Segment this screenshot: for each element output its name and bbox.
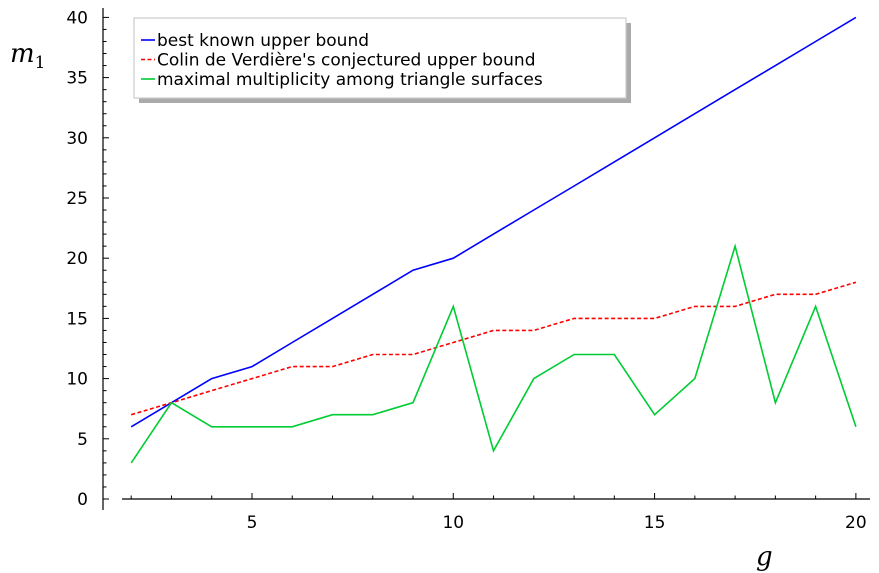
x-tick-label: 20 <box>845 513 867 533</box>
y-axis-label: m1 <box>10 39 45 73</box>
y-tick-label: 25 <box>66 189 88 209</box>
x-tick-label: 10 <box>442 513 464 533</box>
series-line-2 <box>130 281 857 416</box>
y-tick-label: 15 <box>66 309 88 329</box>
y-tick-label: 5 <box>77 430 88 450</box>
y-tick-label: 35 <box>66 69 88 89</box>
y-tick-label: 20 <box>66 249 88 269</box>
y-tick-label: 10 <box>66 370 88 390</box>
y-axis-label-main: m <box>10 39 35 69</box>
series-line-1 <box>130 16 857 428</box>
y-axis-label-sub: 1 <box>35 53 46 73</box>
legend-box <box>133 17 627 99</box>
series-layer <box>130 16 857 464</box>
x-tick-label: 15 <box>644 513 666 533</box>
series-line-3 <box>130 243 857 464</box>
y-tick-label: 40 <box>66 8 88 28</box>
y-tick-label: 30 <box>66 129 88 149</box>
x-tick-label: 5 <box>247 513 258 533</box>
axes: 0 5 10 15 20 25 30 35 40 5 10 15 20 <box>66 8 870 533</box>
x-axis-label: g <box>756 542 773 572</box>
legend-label-1: best known upper bound <box>157 31 369 51</box>
legend-label-2: Colin de Verdière's conjectured upper bo… <box>157 51 536 71</box>
legend-label-3: maximal multiplicity among triangle surf… <box>157 70 543 90</box>
y-tick-label: 0 <box>77 490 88 510</box>
